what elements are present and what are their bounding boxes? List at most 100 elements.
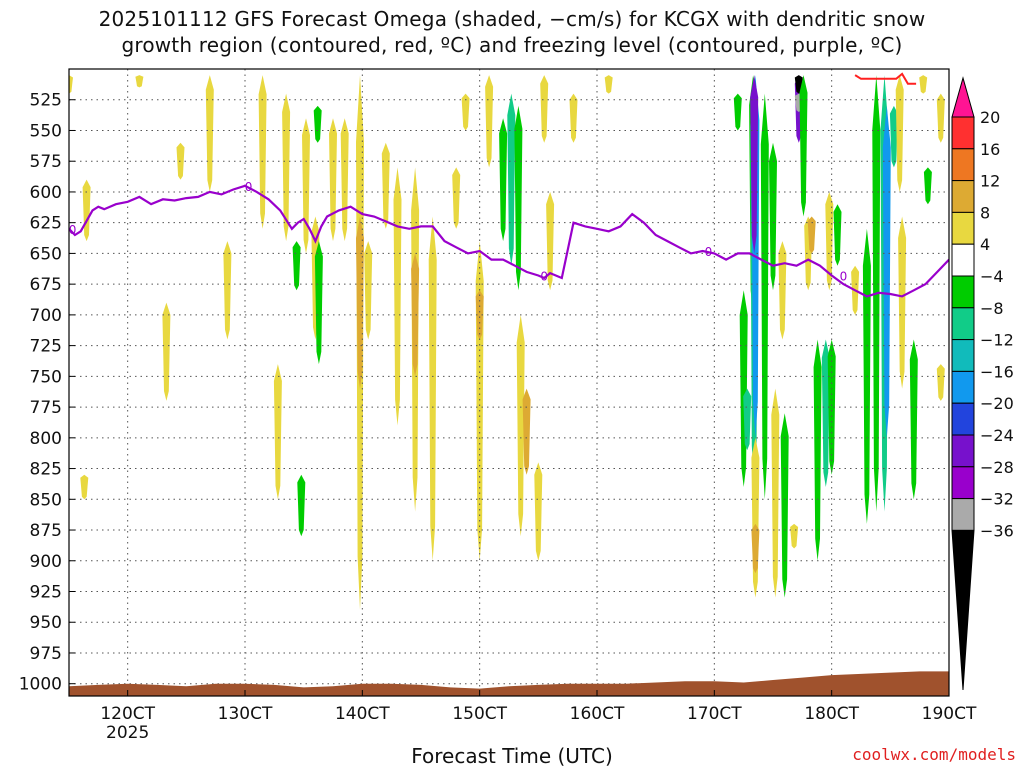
colorbar-level-label: 20 [980, 108, 1000, 127]
omega-cell [428, 216, 437, 561]
x-axis-label: Forecast Time (UTC) [411, 744, 613, 768]
omega-cell [135, 75, 144, 88]
omega-cell [356, 216, 364, 389]
omega-cell [292, 241, 301, 291]
omega-cell [760, 93, 769, 500]
omega-cell [790, 523, 799, 549]
colorbar-level-label: −36 [980, 521, 1014, 540]
omega-cell [546, 191, 555, 291]
omega-cell [604, 75, 613, 94]
colorbar-box [951, 402, 975, 436]
omega-cell [461, 93, 470, 131]
omega-cell [80, 474, 89, 500]
colorbar-box [951, 370, 975, 404]
omega-cell [223, 241, 232, 340]
time-tick-label: 130CT [218, 704, 273, 724]
colorbar-level-label: −4 [980, 267, 1004, 286]
omega-cell [514, 105, 523, 291]
omega-cell [499, 118, 508, 242]
colorbar-box [951, 498, 975, 531]
omega-cell [882, 105, 891, 438]
omega-cell [751, 523, 760, 574]
omega-cell [778, 241, 787, 340]
omega-cell [411, 253, 420, 377]
omega-cell [313, 105, 322, 143]
omega-cell [297, 474, 306, 537]
colorbar-level-label: −12 [980, 331, 1014, 350]
time-tick-label: 140CT [335, 704, 390, 724]
colorbar-level-label: 4 [980, 235, 990, 254]
freezing-level-label: 0 [705, 245, 713, 259]
omega-cell [205, 75, 214, 192]
omega-cell [516, 314, 525, 537]
omega-cell [340, 118, 349, 242]
omega-cell [743, 388, 752, 451]
freezing-level-label: 0 [245, 180, 253, 194]
colorbar-box [951, 148, 975, 182]
omega-cell [162, 302, 171, 401]
ground-layer [69, 671, 949, 696]
pressure-tick-label: 825 [30, 460, 62, 480]
pressure-tick-label: 925 [30, 583, 62, 603]
pressure-tick-label: 550 [30, 121, 62, 141]
omega-cell [381, 142, 390, 229]
colorbar-level-label: −28 [980, 458, 1014, 477]
omega-cell [69, 75, 73, 94]
omega-cell [919, 75, 928, 94]
omega-cell [807, 216, 816, 254]
time-tick-label: 190CT [922, 704, 977, 724]
colorbar-level-label: −24 [980, 426, 1014, 445]
omega-cell [889, 105, 898, 168]
omega-cell [302, 118, 310, 254]
freezing-level-label: 0 [540, 270, 548, 284]
pressure-tick-label: 800 [30, 429, 62, 449]
colorbar-box [951, 275, 975, 309]
omega-cell [771, 388, 780, 598]
colorbar: 20 16 12 8 4 −4 −8 −12 −16 −20 −24 −28 −32 −36 [951, 76, 1014, 691]
chart-title: 2025101112 GFS Forecast Omega (shaded, −… [0, 6, 1024, 58]
freezing-level-label: 0 [840, 270, 848, 284]
omega-cell [733, 93, 742, 131]
pressure-axis: 525 550 575 600 625 650 675 700 725 750 775 800 825 8… [19, 91, 75, 695]
colorbar-top-arrow [951, 76, 975, 118]
colorbar-box [951, 339, 975, 372]
pressure-tick-label: 625 [30, 214, 62, 234]
pressure-tick-label: 600 [30, 183, 62, 203]
pressure-tick-label: 700 [30, 306, 62, 326]
freezing-level-label: 0 [69, 223, 77, 237]
pressure-tick-label: 675 [30, 275, 62, 295]
pressure-tick-label: 900 [30, 552, 62, 572]
omega-cell [273, 364, 282, 500]
omega-cell [475, 290, 484, 340]
chart-title-line-2: growth region (contoured, red, ºC) and f… [121, 33, 903, 57]
colorbar-level-label: −16 [980, 362, 1014, 381]
pressure-tick-label: 725 [30, 337, 62, 357]
omega-cell [507, 93, 516, 266]
colorbar-level-label: 8 [980, 203, 990, 222]
pressure-tick-label: 875 [30, 521, 62, 541]
omega-cell [780, 413, 789, 598]
colorbar-box [951, 180, 975, 213]
omega-cell [923, 167, 932, 205]
colorbar-box [951, 307, 975, 341]
omega-cell [895, 75, 904, 192]
pressure-tick-label: 650 [30, 244, 62, 264]
colorbar-level-label: 16 [980, 140, 1000, 159]
omega-cell [485, 75, 494, 168]
colorbar-box [951, 466, 975, 500]
omega-cell [82, 179, 91, 242]
omega-cell [751, 437, 760, 598]
omega-cell [833, 204, 842, 266]
colorbar-level-label: −20 [980, 394, 1014, 413]
colorbar-level-label: −8 [980, 299, 1004, 318]
omega-cell [750, 75, 759, 254]
pressure-tick-label: 525 [30, 91, 62, 111]
omega-cell [393, 167, 402, 426]
omega-cell [258, 75, 267, 229]
omega-cell [739, 290, 748, 487]
omega-cell [898, 216, 907, 389]
colorbar-box [951, 211, 975, 245]
time-tick-year-label: 2025 [106, 723, 149, 743]
